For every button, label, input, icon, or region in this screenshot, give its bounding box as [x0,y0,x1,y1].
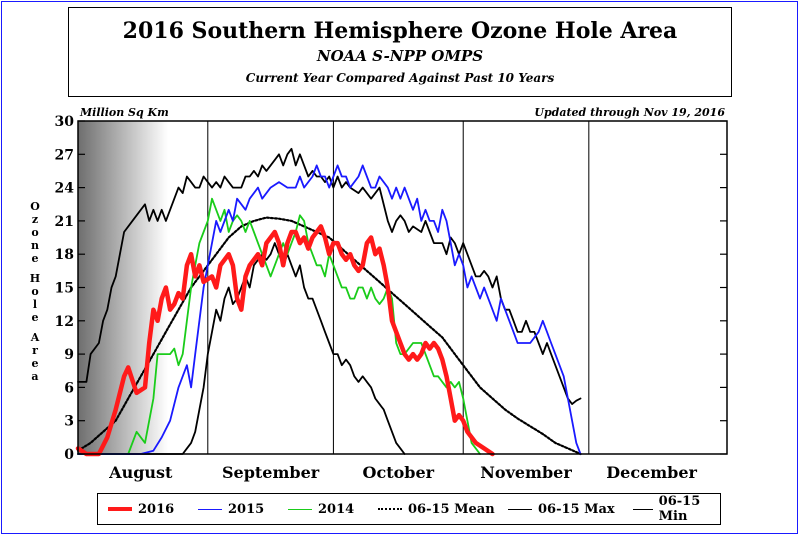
legend-label: 2014 [318,501,355,517]
y-axis-label-letter: l [33,298,37,311]
legend-item: 06-15 Min [633,494,720,524]
y-tick-label: 6 [64,380,74,396]
plot-border [77,120,728,455]
y-tick-label: 9 [64,347,74,363]
x-month-label: December [606,463,697,482]
x-month-label: August [108,463,173,482]
x-month-label: September [222,463,320,482]
y-axis-label-letter: z [32,213,38,226]
series-line-2015 [77,164,582,455]
y-tick-label: 3 [64,414,74,430]
legend-swatch [288,508,312,510]
legend: 2016 2015 2014 06-15 Mean 06-15 Max 06-15 Min [97,493,721,525]
updated-label: Updated through Nov 19, 2016 [534,106,725,119]
y-axis-label-letter: H [30,272,40,285]
series-layer [75,147,582,457]
y-axis-label-letter: O [30,200,40,213]
legend-label: 2016 [138,501,175,517]
legend-swatch [378,508,402,510]
y-axis-label-letter: o [31,285,38,298]
y-tick-label: 18 [55,247,74,263]
y-axis-label-letter: e [32,311,39,324]
title-box: 2016 Southern Hemisphere Ozone Hole Area… [68,7,732,97]
series-line-06-15-mean [76,216,582,456]
y-tick-label: 15 [55,281,74,297]
month-gridlines [207,121,590,454]
legend-item: 06-15 Mean [378,494,495,524]
legend-swatch [108,507,132,511]
y-tick-label: 27 [55,147,74,163]
y-axis-label-letter: a [31,370,38,383]
y-tick-label: 12 [55,314,74,330]
legend-item: 2015 [198,494,264,524]
y-tick-label: 0 [64,447,74,463]
chart-title: 2016 Southern Hemisphere Ozone Hole Area [122,18,678,44]
y-ticks: 0 3 6 9 12 15 18 21 24 27 30 [55,114,727,463]
legend-item: 2016 [108,494,174,524]
legend-item: 2014 [288,494,354,524]
y-axis-label-letter: o [31,226,38,239]
legend-label: 06-15 Min [658,494,701,524]
series-line-06-15-min [77,242,406,455]
y-tick-label: 21 [55,214,74,230]
legend-label: 2015 [228,501,265,517]
legend-label: 06-15 Max [538,501,615,517]
chart-subtitle-2: Current Year Compared Against Past 10 Ye… [245,71,555,85]
chart-subtitle: NOAA S-NPP OMPS [316,47,484,65]
series-line-2016 [75,224,495,457]
x-labels: August September October November December [108,463,697,482]
y-axis-label-letter: n [31,239,39,252]
legend-swatch [198,508,222,510]
y-axis-label-letter: r [32,344,38,357]
august-shade [78,121,168,454]
legend-label: 06-15 Mean [408,501,495,517]
x-month-label: October [363,463,435,482]
legend-item: 06-15 Max [508,494,615,524]
y-tick-label: 30 [55,114,75,130]
y-tick-label: 24 [55,181,75,197]
y-axis-label-letter: A [30,331,40,344]
legend-swatch [633,508,653,510]
legend-swatch [508,508,532,510]
y-axis-label-letter: e [32,252,39,265]
y-axis-label-letter: e [32,357,39,370]
y-unit-label: Million Sq Km [79,106,169,119]
x-month-label: November [480,463,572,482]
